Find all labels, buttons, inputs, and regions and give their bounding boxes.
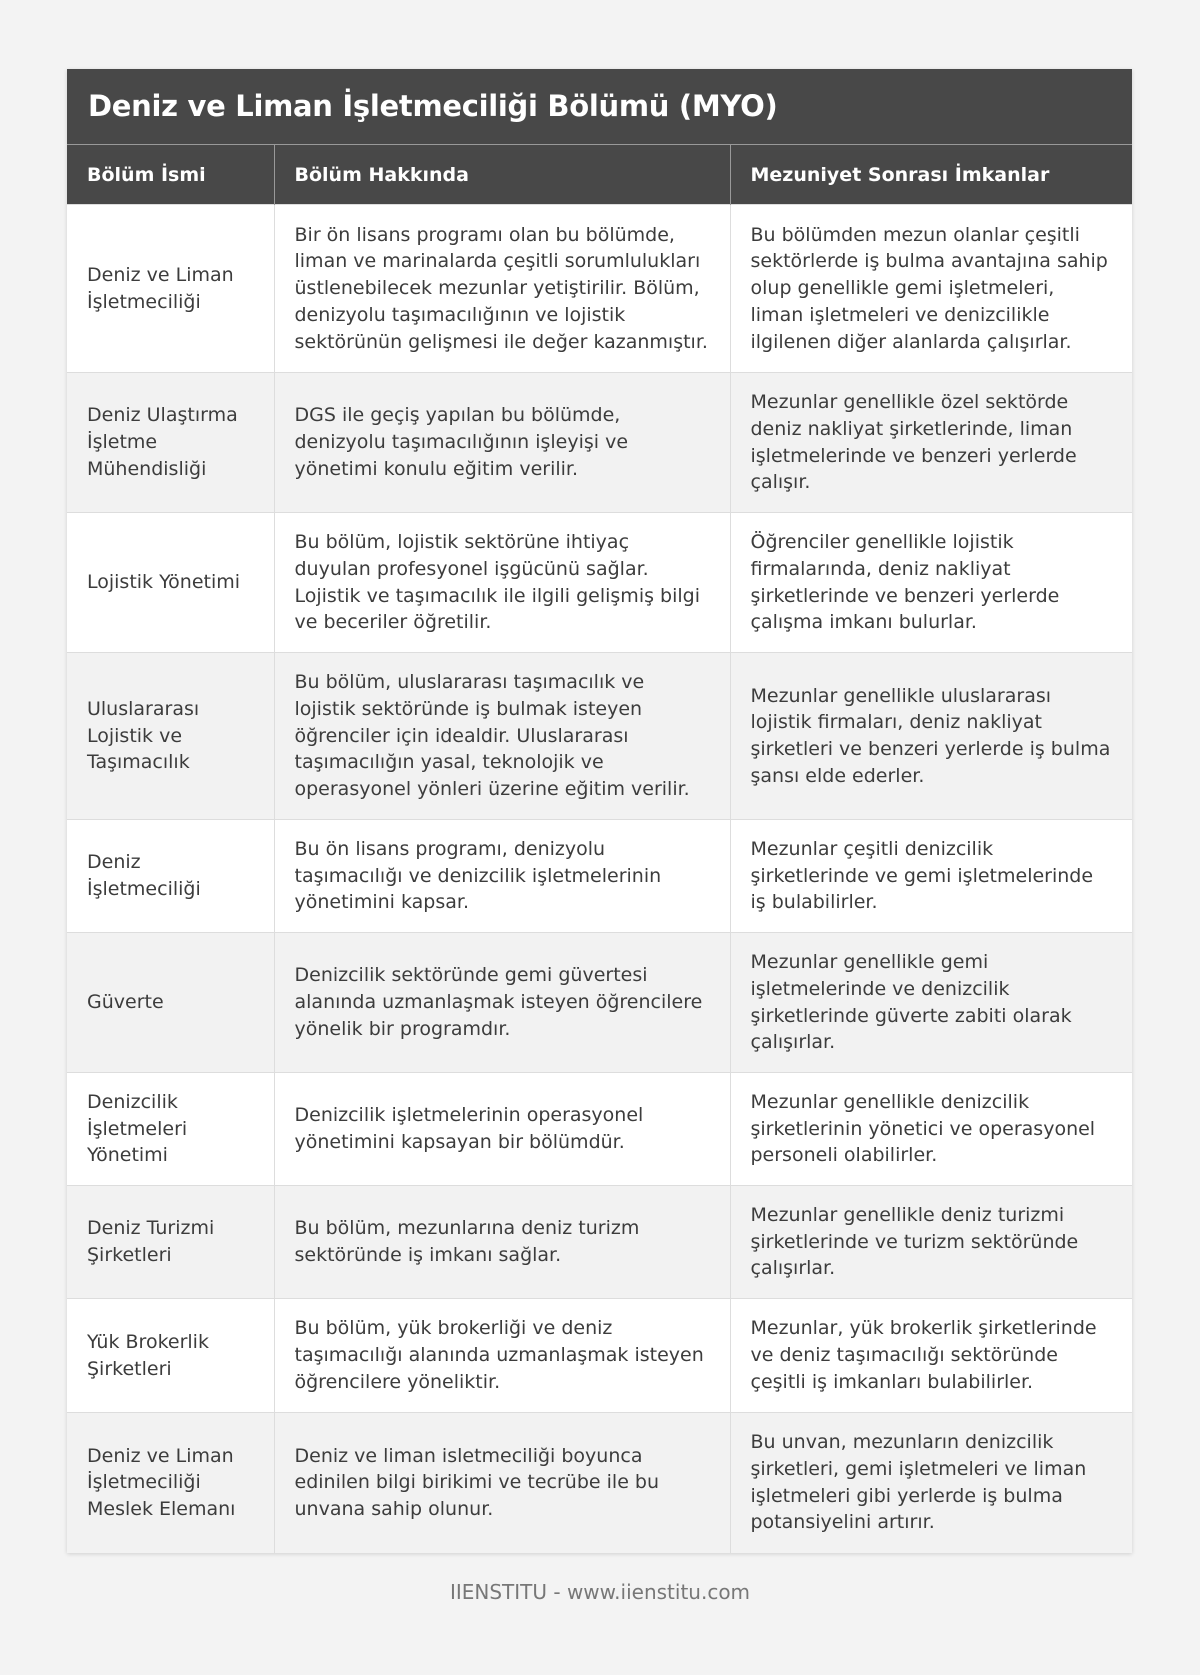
table-row: Güverte Denizcilik sektöründe gemi güvert…	[67, 932, 1132, 1073]
department-about-cell: Denizcilik sektöründe gemi güvertesi ala…	[274, 932, 731, 1073]
department-name-cell: Deniz ve Liman İşletmeciliği	[67, 204, 275, 373]
department-name-cell: Deniz Ulaştırma İşletme Mühendisliği	[67, 372, 275, 513]
career-opportunities-cell: Bu bölümden mezun olanlar çeşitli sektör…	[730, 204, 1132, 373]
column-header: Bölüm İsmi	[67, 145, 275, 205]
career-opportunities-cell: Mezunlar genellikle deniz turizmi şirket…	[730, 1185, 1132, 1299]
career-opportunities-cell: Mezunlar genellikle gemi işletmelerinde …	[730, 932, 1132, 1073]
department-about-cell: Bu ön lisans programı, denizyolu taşımac…	[274, 819, 731, 933]
table-row: Deniz ve Liman İşletmeciliği Bir ön lisan…	[67, 204, 1132, 373]
department-about-cell: Bu bölüm, yük brokerliği ve deniz taşıma…	[274, 1298, 731, 1413]
table-row: Yük Brokerlik Şirketleri Bu bölüm, yük br…	[67, 1298, 1132, 1413]
table-row: Deniz Ulaştırma İşletme Mühendisliği DGS …	[67, 372, 1132, 513]
department-about-cell: Denizcilik işletmelerinin operasyonel yö…	[274, 1072, 731, 1186]
career-opportunities-cell: Mezunlar çeşitli denizcilik şirketlerind…	[730, 819, 1132, 933]
department-about-cell: Deniz ve liman isletmeciliği boyunca edi…	[274, 1412, 731, 1553]
department-about-cell: Bu bölüm, lojistik sektörüne ihtiyaç duy…	[274, 512, 731, 653]
department-name-cell: Deniz ve Liman İşletmeciliği Meslek Elem…	[67, 1412, 275, 1553]
table-row: Uluslararası Lojistik ve Taşımacılık Bu b…	[67, 652, 1132, 820]
table-row: Denizcilik İşletmeleri Yönetimi Denizcili…	[67, 1072, 1132, 1186]
table-row: Deniz İşletmeciliği Bu ön lisans programı…	[67, 819, 1132, 933]
department-name-cell: Güverte	[67, 932, 275, 1073]
career-opportunities-cell: Mezunlar genellikle özel sektörde deniz …	[730, 372, 1132, 513]
department-name-cell: Lojistik Yönetimi	[67, 512, 275, 653]
department-name-cell: Uluslararası Lojistik ve Taşımacılık	[67, 652, 275, 820]
career-opportunities-cell: Mezunlar genellikle uluslararası lojisti…	[730, 652, 1132, 820]
column-header: Bölüm Hakkında	[274, 145, 731, 205]
table-row: Deniz Turizmi Şirketleri Bu bölüm, mezunl…	[67, 1185, 1132, 1299]
department-name-cell: Denizcilik İşletmeleri Yönetimi	[67, 1072, 275, 1186]
career-opportunities-cell: Öğrenciler genellikle lojistik firmaları…	[730, 512, 1132, 653]
footer-credit: IIENSTITU - www.iienstitu.com	[449, 1580, 751, 1604]
table-title: Deniz ve Liman İşletmeciliği Bölümü (MYO…	[67, 69, 1132, 145]
career-opportunities-cell: Bu unvan, mezunların denizcilik şirketle…	[730, 1412, 1132, 1553]
department-name-cell: Deniz İşletmeciliği	[67, 819, 275, 933]
department-about-cell: Bir ön lisans programı olan bu bölümde, …	[274, 204, 731, 373]
department-about-cell: DGS ile geçiş yapılan bu bölümde, denizy…	[274, 372, 731, 513]
column-header: Mezuniyet Sonrası İmkanlar	[730, 145, 1132, 205]
career-opportunities-cell: Mezunlar, yük brokerlik şirketlerinde ve…	[730, 1298, 1132, 1413]
table-card: Deniz ve Liman İşletmeciliği Bölümü (MYO…	[67, 69, 1132, 1553]
career-opportunities-cell: Mezunlar genellikle denizcilik şirketler…	[730, 1072, 1132, 1186]
header-row: Bölüm İsmi Bölüm Hakkında Mezuniyet Sonr…	[67, 145, 1132, 205]
department-name-cell: Deniz Turizmi Şirketleri	[67, 1185, 275, 1299]
department-name-cell: Yük Brokerlik Şirketleri	[67, 1298, 275, 1413]
departments-table: Bölüm İsmi Bölüm Hakkında Mezuniyet Sonr…	[67, 145, 1132, 1553]
table-row: Deniz ve Liman İşletmeciliği Meslek Elem…	[67, 1412, 1132, 1553]
department-about-cell: Bu bölüm, mezunlarına deniz turizm sektö…	[274, 1185, 731, 1299]
table-row: Lojistik Yönetimi Bu bölüm, lojistik sekt…	[67, 512, 1132, 653]
department-about-cell: Bu bölüm, uluslararası taşımacılık ve lo…	[274, 652, 731, 820]
